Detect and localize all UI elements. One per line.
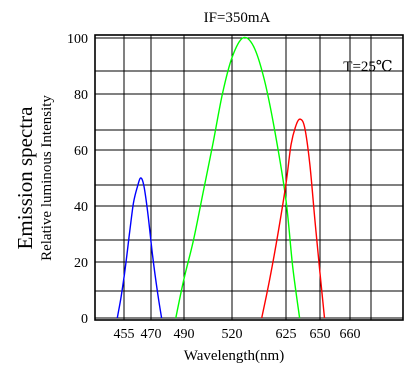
x-tick-label: 520 xyxy=(222,327,243,342)
x-tick-label: 625 xyxy=(276,327,297,342)
y-tick-label: 40 xyxy=(74,200,88,215)
spectra-curves xyxy=(116,36,326,319)
temperature-annotation: T=25℃ xyxy=(343,59,392,75)
x-tick-label: 490 xyxy=(174,327,195,342)
spectrum-curve-3 xyxy=(261,118,326,319)
spectrum-curve-1 xyxy=(116,177,163,319)
y-tick-labels: 0 20 40 60 80 100 xyxy=(67,32,88,327)
y-tick-label: 20 xyxy=(74,256,88,271)
spectrum-curve-2 xyxy=(175,36,301,319)
x-tick-label: 455 xyxy=(114,327,135,342)
plot-frame xyxy=(94,34,404,321)
y-tick-label: 100 xyxy=(67,32,88,47)
y-tick-label: 80 xyxy=(74,88,88,103)
x-axis-title: Wavelength(nm) xyxy=(184,348,284,364)
chart-title: IF=350mA xyxy=(204,10,271,26)
x-tick-label: 660 xyxy=(340,327,361,342)
x-tick-label: 470 xyxy=(141,327,162,342)
y-tick-label: 60 xyxy=(74,144,88,159)
x-tick-label: 650 xyxy=(310,327,331,342)
y-tick-label: 0 xyxy=(81,312,88,327)
x-tick-labels: 455 470 490 520 625 650 660 xyxy=(114,327,361,342)
y-axis-title: Emission spectra xyxy=(13,106,37,250)
y-axis-subtitle: Relative luminous Intensity xyxy=(39,95,55,261)
